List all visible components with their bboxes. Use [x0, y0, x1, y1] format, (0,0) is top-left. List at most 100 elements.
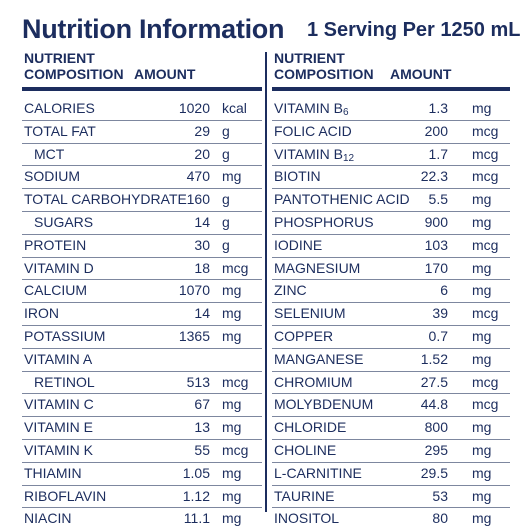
nutrient-name-text: IRON — [24, 305, 59, 322]
nutrient-amount: 200 — [424, 122, 448, 139]
nutrient-amount: 1020 — [178, 100, 210, 116]
nutrient-row: THIAMIN 1.05 mg — [22, 463, 262, 486]
nutrient-amount: 39 — [432, 305, 448, 322]
nutrient-unit: g — [222, 191, 230, 208]
nutrient-amount: 29 — [194, 122, 210, 139]
nutrient-amount: 103 — [424, 236, 448, 253]
nutrient-name: VITAMIN E — [24, 417, 93, 439]
nutrient-unit: mg — [222, 168, 242, 185]
nutrient-name: CALORIES — [24, 98, 95, 120]
nutrient-name: PROTEIN — [24, 235, 86, 257]
nutrient-amount: 1.12 — [182, 487, 210, 504]
nutrient-amount: 900 — [424, 213, 448, 230]
nutrient-row: POTASSIUM 1365 mg — [22, 326, 262, 349]
nutrient-name: RETINOL — [34, 372, 95, 394]
nutrient-name: MOLYBDENUM — [274, 394, 373, 416]
nutrient-name: VITAMIN A — [24, 349, 92, 371]
right-column-header: NUTRIENT COMPOSITION AMOUNT — [272, 50, 510, 86]
header-rule — [22, 87, 262, 91]
nutrient-amount: 27.5 — [420, 373, 448, 390]
right-nutrient-rows: VITAMIN B6 1.3 mg FOLIC ACID 200 mcg VITAMIN B… — [272, 98, 510, 530]
nutrient-unit: mcg — [472, 305, 499, 322]
nutrient-name-text: MCT — [34, 145, 65, 162]
nutrient-row: MCT 20 g — [22, 144, 262, 167]
page-title: Nutrition Information — [22, 14, 285, 44]
nutrient-name-text: VITAMIN K — [24, 441, 93, 458]
nutrient-row: COPPER 0.7 mg — [272, 326, 510, 349]
nutrient-row: VITAMIN A — [22, 349, 262, 372]
nutrient-amount: 800 — [424, 419, 448, 436]
nutrient-row: IRON 14 mg — [22, 303, 262, 326]
left-column-header: NUTRIENT COMPOSITION AMOUNT — [22, 50, 262, 86]
nutrient-amount: 29.5 — [420, 464, 448, 481]
nutrient-amount: 53 — [432, 487, 448, 504]
nutrient-name: TAURINE — [274, 486, 334, 508]
nutrient-name-text: THIAMIN — [24, 464, 82, 481]
nutrient-row: L-CARNITINE 29.5 mg — [272, 463, 510, 486]
composition-header: NUTRIENT COMPOSITION — [274, 50, 374, 82]
nutrient-amount: 1.05 — [182, 464, 210, 481]
nutrient-row: RETINOL 513 mcg — [22, 372, 262, 395]
nutrient-amount: 44.8 — [420, 396, 448, 413]
nutrient-row: VITAMIN B6 1.3 mg — [272, 98, 510, 121]
nutrient-name: THIAMIN — [24, 463, 82, 485]
nutrient-amount: 30 — [194, 236, 210, 253]
nutrient-name-text: PHOSPHORUS — [274, 213, 374, 230]
nutrient-name: BIOTIN — [274, 166, 321, 188]
nutrient-amount: 80 — [432, 510, 448, 527]
nutrient-name-text: RIBOFLAVIN — [24, 487, 107, 504]
nutrient-name: IRON — [24, 303, 59, 325]
nutrient-name: MCT — [34, 144, 64, 166]
nutrient-amount: 14 — [194, 213, 210, 230]
nutrient-name-text: TOTAL CARBOHYDRATE — [24, 191, 187, 208]
nutrient-amount: 18 — [194, 259, 210, 276]
nutrient-unit: mg — [472, 213, 492, 230]
nutrient-name-text: CALORIES — [24, 100, 95, 116]
nutrient-name: SUGARS — [34, 212, 93, 234]
nutrient-unit: mcg — [472, 122, 499, 139]
nutrient-row: CHLORIDE 800 mg — [272, 417, 510, 440]
nutrient-row: IODINE 103 mcg — [272, 235, 510, 258]
nutrient-amount: 1365 — [178, 327, 210, 344]
nutrient-amount: 470 — [186, 168, 210, 185]
nutrient-amount: 5.5 — [428, 191, 448, 208]
nutrient-unit: mg — [472, 191, 492, 208]
nutrient-unit: mg — [222, 510, 242, 527]
nutrient-unit: g — [222, 236, 230, 253]
nutrient-amount: 513 — [186, 373, 210, 390]
nutrient-unit: mg — [222, 327, 242, 344]
nutrient-name-text: VITAMIN B — [274, 100, 343, 116]
nutrient-unit: mcg — [222, 259, 249, 276]
nutrient-name: MANGANESE — [274, 349, 363, 371]
nutrient-amount: 1.52 — [420, 350, 448, 367]
nutrient-amount: 160 — [186, 191, 210, 208]
nutrient-row: INOSITOL 80 mg — [272, 508, 510, 530]
nutrient-name-text: MOLYBDENUM — [274, 396, 374, 413]
title-row: Nutrition Information 1 Serving Per 1250… — [22, 14, 520, 46]
nutrient-unit: mg — [472, 487, 492, 504]
nutrient-unit: mcg — [472, 373, 499, 390]
nutrient-name: PHOSPHORUS — [274, 212, 374, 234]
nutrient-name-text: CHLORIDE — [274, 419, 347, 436]
serving-info: 1 Serving Per 1250 mL — [307, 19, 521, 41]
column-divider — [265, 52, 267, 512]
nutrient-name: NIACIN — [24, 508, 71, 530]
nutrient-row: PHOSPHORUS 900 mg — [272, 212, 510, 235]
nutrient-unit: mg — [222, 464, 242, 481]
nutrient-unit: mg — [222, 396, 242, 413]
nutrient-name-text: VITAMIN E — [24, 419, 93, 436]
nutrient-row: CALCIUM 1070 mg — [22, 280, 262, 304]
nutrient-name-text: CALCIUM — [24, 282, 88, 299]
nutrient-name: POTASSIUM — [24, 326, 105, 348]
nutrient-row: SUGARS 14 g — [22, 212, 262, 235]
nutrient-unit: mg — [222, 282, 242, 299]
nutrient-name-text: ZINC — [274, 282, 307, 299]
nutrient-name-text: TAURINE — [274, 487, 335, 504]
nutrient-name: INOSITOL — [274, 508, 339, 530]
nutrient-unit: mg — [472, 327, 492, 344]
nutrient-name-subscript: 6 — [342, 107, 349, 118]
nutrient-amount: 0.7 — [428, 327, 448, 344]
nutrient-name-text: CHOLINE — [274, 441, 337, 458]
nutrient-name-text: IODINE — [274, 236, 323, 253]
nutrient-name: VITAMIN B12 — [274, 144, 354, 170]
